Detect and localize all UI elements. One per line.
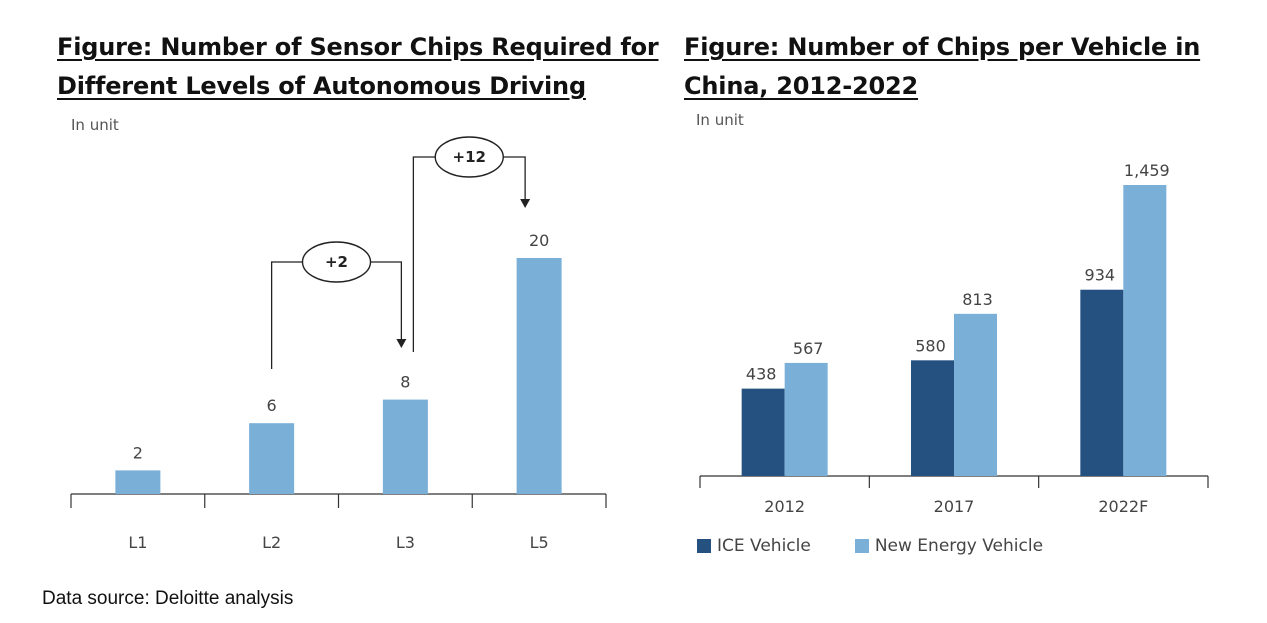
chart2-plot: 438 567 2012 580 813 2017 934 1,459 2022F	[699, 161, 1209, 516]
legend-item-ice: ICE Vehicle	[697, 536, 811, 556]
annotation-l3-l5: +12	[412, 136, 531, 352]
legend-label-nev: New Energy Vehicle	[874, 536, 1044, 556]
chart2-title: Figure: Number of Chips per Vehicle in C…	[684, 33, 1201, 100]
chart1-plot: 2 L1 6 L2 8 L3 20 L5 +2 +12	[70, 136, 607, 552]
chart1-unit-label: In unit	[71, 116, 119, 134]
annotation-badge	[434, 136, 504, 178]
value-label-nev-2017: 813	[962, 290, 993, 309]
chart2-legend: ICE Vehicle New Energy Vehicle	[697, 536, 1087, 556]
bar-nev-2012	[784, 362, 828, 476]
legend-label-ice: ICE Vehicle	[717, 536, 811, 556]
x-tick-2012: 2012	[764, 497, 805, 516]
value-label-nev-2012: 567	[793, 339, 824, 358]
bar-ice-2022f	[1080, 289, 1124, 476]
value-label-ice-2017: 580	[915, 336, 946, 355]
x-tick-l2: L2	[262, 533, 281, 552]
x-tick-2017: 2017	[934, 497, 975, 516]
value-label-ice-2022f: 934	[1085, 266, 1116, 285]
bar-l3	[382, 399, 428, 494]
legend-swatch-nev	[854, 539, 869, 553]
bar-l5	[516, 258, 562, 494]
x-tick-l3: L3	[396, 533, 415, 552]
bar-ice-2017	[911, 360, 954, 476]
bar-nev-2017	[954, 313, 997, 476]
x-tick-l5: L5	[530, 533, 549, 552]
chart1-title: Figure: Number of Sensor Chips Required …	[57, 33, 659, 100]
bar-ice-2012	[741, 388, 785, 476]
x-tick-2022f: 2022F	[1098, 497, 1148, 516]
legend-item-nev: New Energy Vehicle	[854, 536, 1044, 556]
annotation-l2-l3: +2	[270, 241, 407, 369]
data-source-note: Data source: Deloitte analysis	[42, 588, 294, 609]
value-label-l2: 6	[267, 396, 277, 415]
bar-l2	[249, 423, 295, 494]
bar-l1	[115, 470, 161, 494]
annotation-text: +12	[453, 148, 486, 166]
value-label-l3: 8	[400, 373, 410, 392]
legend-swatch-ice	[697, 539, 711, 553]
annotation-badge	[301, 241, 372, 283]
value-label-l1: 2	[133, 443, 143, 462]
annotation-arrowhead	[396, 339, 407, 348]
value-label-l5: 20	[529, 231, 549, 250]
x-tick-l1: L1	[128, 533, 147, 552]
chart2-unit-label: In unit	[696, 111, 744, 129]
value-label-nev-2022f: 1,459	[1124, 161, 1170, 180]
annotation-arrowhead	[520, 199, 531, 208]
bar-nev-2022f	[1123, 185, 1167, 476]
value-label-ice-2012: 438	[746, 365, 777, 384]
annotation-text: +2	[325, 253, 348, 271]
